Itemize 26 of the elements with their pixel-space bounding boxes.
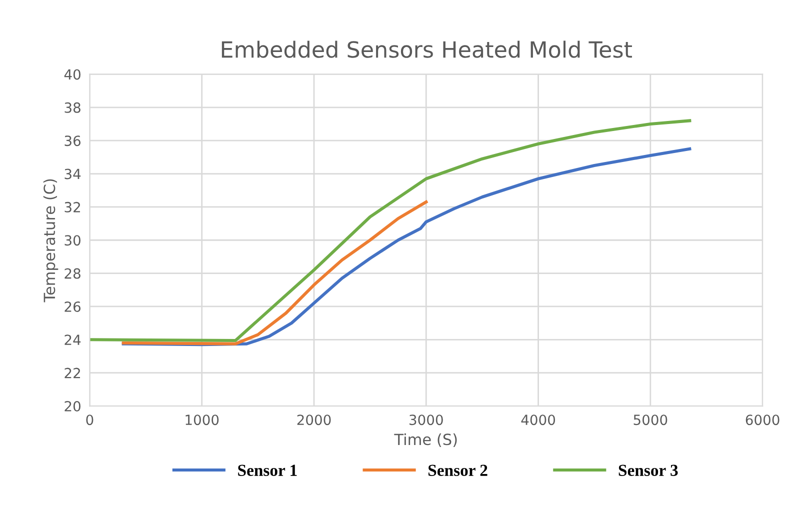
y-tick-label: 28 — [64, 268, 80, 279]
x-axis-title: Time (S) — [394, 433, 457, 447]
y-tick-label: 30 — [64, 235, 80, 246]
chart-title: Embedded Sensors Heated Mold Test — [222, 40, 632, 58]
line-series — [90, 119, 692, 342]
y-tick-label: 20 — [64, 400, 80, 412]
y-tick-label: 36 — [64, 136, 81, 146]
legend-label: Sensor 2 — [428, 464, 488, 476]
legend-label: Sensor 1 — [238, 464, 297, 476]
line-series — [122, 200, 428, 346]
x-tick-label: 5000 — [634, 414, 668, 426]
y-tick-label: 40 — [64, 69, 80, 80]
x-tick-label: 4000 — [521, 414, 556, 426]
y-tick-label: 38 — [64, 102, 80, 113]
legend-label: Sensor 3 — [618, 464, 678, 476]
x-tick-label: 6000 — [746, 414, 780, 426]
y-tick-label: 34 — [64, 168, 81, 180]
y-tick-label: 26 — [64, 301, 81, 312]
y-axis-title: Temperature (C) — [43, 179, 58, 302]
y-tick-label: 32 — [64, 202, 80, 212]
x-tick-label: 2000 — [297, 414, 331, 426]
x-tick-label: 0 — [86, 414, 94, 426]
x-tick-label: 3000 — [410, 414, 443, 426]
x-tick-label: 1000 — [186, 414, 219, 426]
y-tick-label: 22 — [64, 368, 80, 378]
y-tick-label: 24 — [64, 334, 81, 345]
